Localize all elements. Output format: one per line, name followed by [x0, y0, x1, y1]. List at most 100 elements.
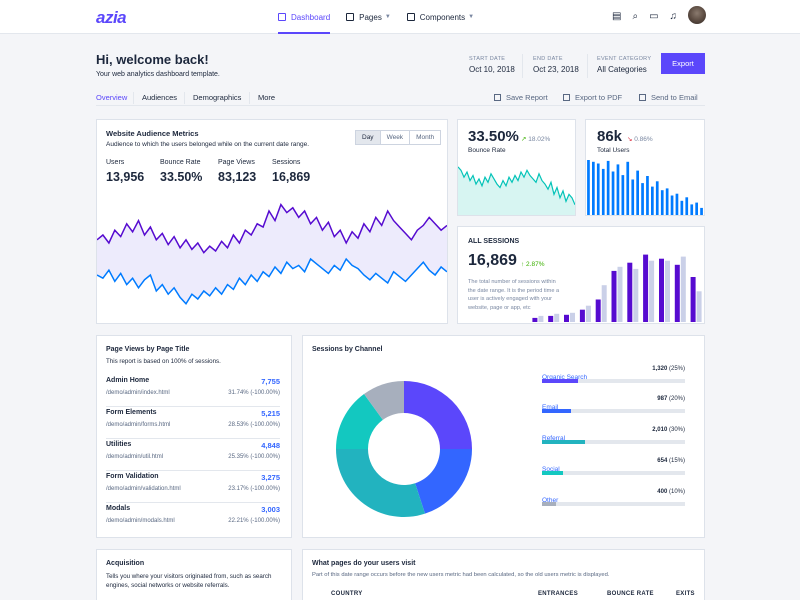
session-bar-b: [538, 315, 544, 322]
logo[interactable]: azia: [96, 8, 127, 27]
bounce-area: [458, 166, 575, 215]
total-users-bar: [626, 161, 630, 215]
period-month[interactable]: Month: [409, 131, 441, 144]
session-bar-a: [674, 264, 680, 322]
total-users-bar: [636, 170, 639, 215]
table-row[interactable]: Admin Home/demo/admin/index.html 7,755 31.…: [106, 373, 280, 407]
nav-dashboard[interactable]: Dashboard: [278, 0, 331, 34]
total-users-bar: [675, 193, 679, 215]
channel-name: Other: [542, 497, 559, 504]
table-row[interactable]: Form Elements/demo/admin/forms.html 5,215…: [106, 405, 280, 439]
total-users-bar: [655, 181, 659, 215]
save-report-label: Save Report: [506, 93, 548, 102]
total-users-bar: [641, 183, 644, 215]
total-users-bar: [690, 204, 694, 215]
page-url-cell: /demo/admin/util.html: [106, 454, 164, 460]
all-sessions-desc: The total number of sessions within the …: [468, 279, 560, 311]
progress-track: [542, 471, 685, 475]
total-users-bar: [621, 175, 625, 215]
table-row[interactable]: Modals/demo/admin/modals.html 3,003 22.21%…: [106, 501, 280, 535]
nav-pages[interactable]: Pages ▼: [346, 0, 391, 34]
tab-audiences[interactable]: Audiences: [142, 93, 178, 102]
page-views-count: 3,003: [261, 505, 280, 514]
total-users-card: [585, 119, 705, 216]
column-header-country[interactable]: COUNTRY: [331, 591, 363, 597]
send-email-button[interactable]: Send to Email: [639, 93, 698, 102]
export-button[interactable]: Export: [661, 53, 705, 74]
column-header-exits[interactable]: EXITS: [676, 591, 695, 597]
page-url-cell: /demo/admin/validation.html: [106, 486, 181, 492]
session-bar-b: [680, 256, 686, 322]
tab-demographics[interactable]: Demographics: [193, 93, 242, 102]
acquisition-desc: Tells you where your visitors originated…: [106, 573, 272, 580]
export-pdf-button[interactable]: Export to PDF: [563, 93, 622, 102]
channel-row: Email 987 (20%): [542, 396, 685, 414]
tab-overview[interactable]: Overview: [96, 93, 128, 102]
page-views-count: 7,755: [261, 377, 280, 386]
period-day[interactable]: Day: [356, 131, 380, 144]
session-bar-b: [585, 305, 591, 322]
stat-users: Users 13,956: [106, 159, 144, 184]
total-users-bar: [685, 197, 689, 215]
progress-track: [542, 502, 685, 506]
page-title-cell: Utilities: [106, 441, 132, 448]
channel-name: Organic Search: [542, 374, 588, 381]
table-row[interactable]: Form Validation/demo/admin/validation.ht…: [106, 469, 280, 503]
chat-icon[interactable]: ▭: [649, 11, 659, 22]
donut-slice: [364, 381, 404, 420]
session-bar-b: [633, 268, 639, 322]
total-users-bar: [616, 164, 620, 215]
total-users-bar: [700, 207, 703, 215]
nav-dashboard-label: Dashboard: [291, 12, 331, 22]
user-pages-desc: Part of this date range occurs before th…: [312, 572, 610, 578]
column-header-bounce-rate[interactable]: BOUNCE RATE: [607, 591, 654, 597]
session-bar-b: [570, 312, 575, 322]
start-date[interactable]: START DATE Oct 10, 2018: [469, 56, 515, 74]
bounce-rate-label: Bounce Rate: [468, 147, 506, 154]
total-users-bar: [660, 190, 664, 215]
page-views-pct: 28.53% (-100.00%): [228, 422, 280, 428]
audience-area-chart: [97, 203, 447, 306]
channel-row: Organic Search 1,320 (25%): [542, 366, 685, 384]
channel-value: 2,010 (30%): [652, 427, 685, 433]
series-area: [97, 204, 447, 304]
all-sessions-title: ALL SESSIONS: [468, 238, 520, 245]
session-bar-a: [548, 315, 554, 322]
session-bar-b: [601, 285, 607, 322]
audience-title: Website Audience Metrics: [106, 129, 199, 138]
tab-more[interactable]: More: [258, 93, 276, 102]
start-date-label: START DATE: [469, 56, 506, 62]
donut-slice: [336, 449, 426, 517]
total-users-value: 86k: [597, 128, 623, 145]
session-bar-a: [579, 309, 585, 322]
search-icon[interactable]: ⌕: [632, 11, 639, 22]
send-email-label: Send to Email: [651, 93, 698, 102]
start-date-value: Oct 10, 2018: [469, 65, 515, 74]
event-category[interactable]: EVENT CATEGORY All Categories: [597, 56, 651, 74]
bounce-delta: 18.02%: [528, 136, 551, 143]
stat-value: 16,869: [272, 170, 311, 184]
progress-track: [542, 409, 685, 413]
end-date[interactable]: END DATE Oct 23, 2018: [533, 56, 579, 74]
document-icon[interactable]: ▤: [612, 11, 622, 22]
total-users-bar: [646, 176, 649, 215]
nav-components[interactable]: Components ▼: [406, 0, 475, 34]
column-header-entrances[interactable]: ENTRANCES: [538, 591, 579, 597]
stat-label: Users: [106, 159, 125, 166]
page-url-cell: /demo/admin/modals.html: [106, 518, 175, 524]
period-week[interactable]: Week: [379, 131, 410, 144]
session-bar-b: [649, 260, 655, 322]
top-header: azia Dashboard Pages ▼ Components ▼ ▤ ⌕ ▭ …: [0, 0, 800, 34]
acquisition-card: [96, 549, 292, 600]
divider: [133, 92, 134, 104]
table-row[interactable]: Utilities/demo/admin/util.html 4,848 25.35…: [106, 437, 280, 471]
avatar[interactable]: [688, 6, 707, 24]
save-report-button[interactable]: Save Report: [494, 93, 548, 102]
nav-components-label: Components: [419, 12, 466, 22]
page-url-cell: /demo/admin/forms.html: [106, 422, 171, 428]
bell-icon[interactable]: ♫: [669, 11, 678, 22]
trend-up-icon: ↗ 18.02%: [521, 136, 551, 143]
chevron-down-icon: ▼: [384, 14, 391, 20]
chevron-down-icon: ▼: [468, 14, 475, 20]
total-users-bar-chart: [587, 160, 703, 215]
